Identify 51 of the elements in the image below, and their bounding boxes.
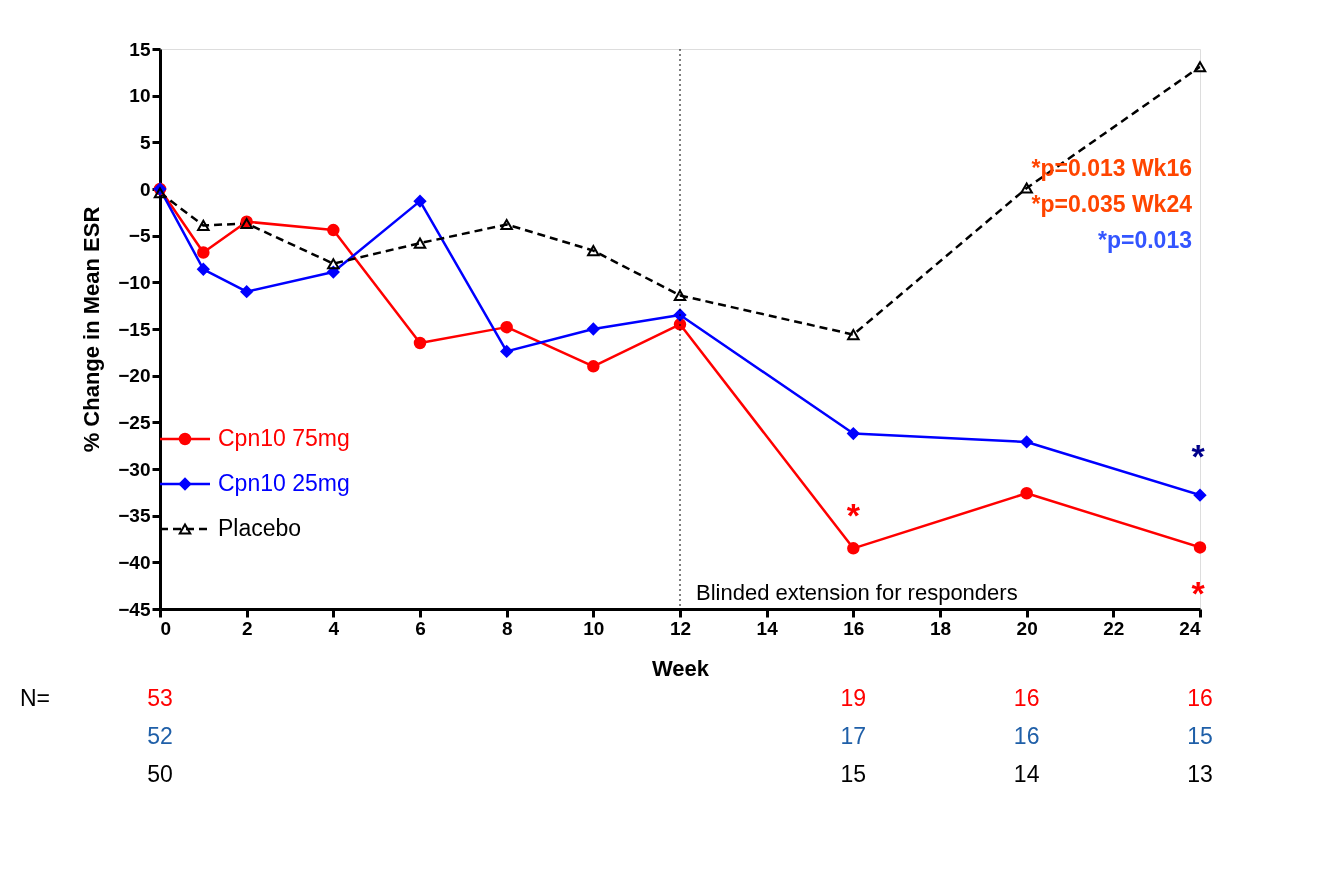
text: 50 (147, 761, 173, 787)
text: 52 (147, 723, 173, 749)
annotation: * (846, 495, 861, 534)
text: 19 (840, 685, 867, 711)
x-tick-label: 16 (843, 617, 865, 639)
x-tick-label: 22 (1103, 617, 1125, 639)
ref-line-label: Blinded extension for responders (696, 580, 1018, 605)
y-tick-label: −15 (118, 318, 151, 340)
y-tick-label: −35 (118, 505, 151, 527)
y-axis-title: % Change in Mean ESR (79, 206, 105, 453)
x-tick-label: 8 (501, 617, 513, 639)
annotation: * (1191, 574, 1206, 612)
annotation: * (1191, 436, 1206, 475)
x-axis-title: Week (651, 655, 710, 681)
y-tick-label: −30 (118, 458, 151, 480)
text: 13 (1187, 761, 1213, 787)
text: 15 (840, 761, 867, 787)
legend-label: Cpn10 75mg (218, 425, 350, 451)
y-tick-label: 15 (129, 38, 151, 60)
y-tick-label: −20 (118, 365, 151, 387)
x-tick-label: 10 (583, 617, 605, 639)
y-tick-label: −25 (118, 411, 151, 433)
x-tick-label: 6 (415, 617, 426, 639)
text: 14 (1013, 761, 1040, 787)
x-tick-label: 18 (929, 617, 952, 639)
y-tick-label: −10 (118, 271, 151, 293)
text: 53 (147, 685, 173, 711)
text: 16 (1013, 685, 1040, 711)
legend-label: Placebo (218, 515, 302, 541)
text: 16 (1187, 685, 1213, 711)
y-tick-label: 0 (139, 178, 151, 200)
text: N= (20, 685, 51, 711)
x-tick-label: 24 (1179, 617, 1201, 639)
annotation: *p=0.035 Wk24 (1031, 191, 1193, 217)
annotation: *p=0.013 Wk16 (1031, 155, 1192, 181)
text: 15 (1187, 723, 1213, 749)
y-tick-label: −45 (118, 598, 151, 620)
x-tick-label: 2 (241, 617, 253, 639)
x-tick-label: 12 (669, 617, 692, 639)
text: 16 (1013, 723, 1040, 749)
y-tick-label: 10 (129, 85, 151, 107)
legend-label: Cpn10 25mg (218, 470, 350, 496)
y-tick-label: −40 (118, 551, 151, 573)
x-tick-label: 4 (328, 617, 340, 639)
y-tick-label: −5 (128, 225, 151, 247)
annotation: *p=0.013 (1098, 227, 1192, 253)
x-tick-label: 20 (1016, 617, 1038, 639)
y-tick-label: 5 (139, 131, 151, 153)
text: 17 (840, 723, 867, 749)
x-tick-label: 14 (756, 617, 779, 639)
x-tick-label: 0 (160, 617, 172, 639)
